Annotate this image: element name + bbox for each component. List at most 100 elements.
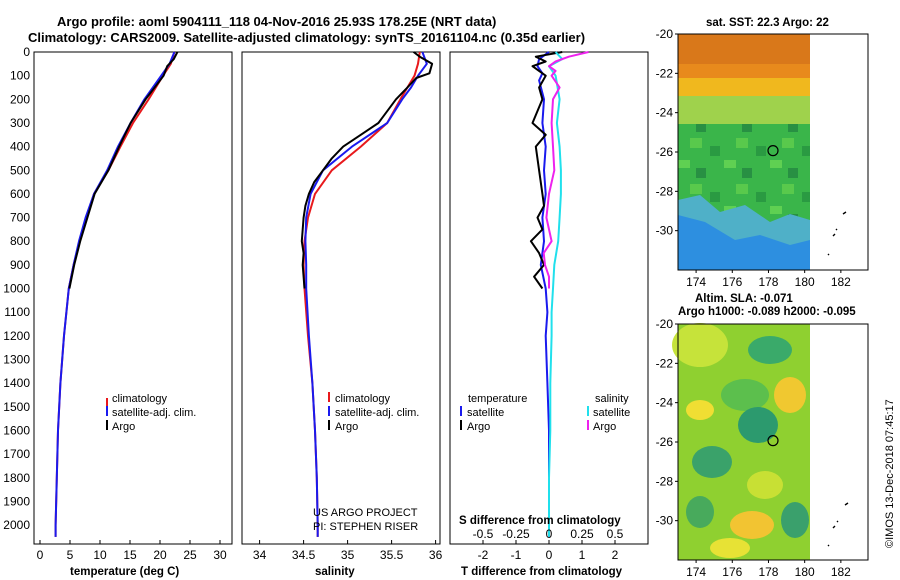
x-tick-label: 30 <box>213 548 227 562</box>
diff-t-argo <box>529 51 563 290</box>
lon-tick-label: 176 <box>722 275 742 289</box>
sla-blob <box>781 502 809 538</box>
sst-warm-band-top <box>678 34 810 64</box>
legend-climatology-label: climatology <box>112 393 168 405</box>
temperature-profiles <box>54 51 179 537</box>
legend-t-argo-label: Argo <box>467 421 490 433</box>
lat-tick-label: -28 <box>656 184 674 198</box>
profile-satellite-adj-clim- <box>304 51 428 537</box>
depth-tick-label: 200 <box>10 92 30 106</box>
legend-argo-label: Argo <box>335 421 358 433</box>
s-diff-tick-label: 0 <box>546 527 553 541</box>
sst-map: sat. SST: 22.3 Argo: 22 -20-22-24-26-28-… <box>656 17 869 289</box>
sst-lightgreen-band <box>678 96 810 128</box>
s-diff-tick-label: 0.5 <box>607 527 624 541</box>
x-tick-label: 25 <box>183 548 197 562</box>
x-tick-label: 0 <box>546 548 553 562</box>
salinity-profiles <box>300 51 434 537</box>
sla-blob <box>686 400 714 420</box>
s-difference-xlabel: S difference from climatology <box>459 515 621 527</box>
credit-pi: PI: STEPHEN RISER <box>313 521 418 533</box>
profile-argo <box>68 51 179 289</box>
x-tick-label: 35.5 <box>380 548 404 562</box>
depth-tick-label: 1500 <box>3 400 30 414</box>
depth-tick-label: 2000 <box>3 518 30 532</box>
x-tick-label: 34 <box>253 548 267 562</box>
sla-argo-position-marker <box>767 435 779 447</box>
imos-timestamp: ©IMOS 13-Dec-2018 07:45:17 <box>884 399 896 548</box>
x-tick-label: 2 <box>612 548 619 562</box>
x-tick-label: -2 <box>478 548 489 562</box>
legend-climatology-label: climatology <box>335 393 391 405</box>
salinity-panel: 34 34.5 35 35.5 36 salinity climatology sate… <box>241 51 443 578</box>
legend-t-satellite-label: satellite <box>467 407 504 419</box>
depth-tick-label: 1000 <box>3 282 30 296</box>
legend-argo-label: Argo <box>112 421 135 433</box>
legend-s-argo-label: Argo <box>593 421 616 433</box>
sla-map: Altim. SLA: -0.071 Argo h1000: -0.089 h2… <box>656 293 869 579</box>
diff-s-argo <box>542 51 589 289</box>
lon-tick-label: 174 <box>686 275 706 289</box>
sla-blob <box>721 379 769 411</box>
temperature-xlabel: temperature (deg C) <box>70 566 179 578</box>
lat-tick-label: -20 <box>656 27 674 41</box>
lat-tick-label: -26 <box>656 145 674 159</box>
lon-tick-label: 174 <box>686 565 706 579</box>
legend-temperature-title: temperature <box>468 393 527 405</box>
lon-tick-label: 178 <box>758 565 778 579</box>
sla-blob <box>748 336 792 364</box>
depth-tick-label: 600 <box>10 187 30 201</box>
legend-satellite-label: satellite-adj. clim. <box>335 407 419 419</box>
diff-t-satellite <box>536 51 550 537</box>
legend-difference: temperature salinity satellite Argo sate… <box>460 393 630 433</box>
sla-blob <box>774 377 806 413</box>
depth-tick-label: 1900 <box>3 494 30 508</box>
salinity-xlabel: salinity <box>315 566 355 578</box>
depth-tick-label: 0 <box>23 45 30 59</box>
sst-lat-ticks: -20 -22 -24 -26 -28 -30 <box>656 27 678 238</box>
depth-axis: 0 100 200 300 400 500 600 700 800 900 1000 1100 1200… <box>3 45 454 532</box>
depth-tick-label: 300 <box>10 116 30 130</box>
temperature-frame <box>33 51 233 545</box>
sst-blue-band <box>678 215 810 270</box>
depth-tick-label: 1300 <box>3 353 30 367</box>
depth-tick-label: 1700 <box>3 447 30 461</box>
lat-tick-label: -22 <box>656 356 674 370</box>
lat-tick-label: -24 <box>656 106 674 120</box>
sla-lon-ticks: 174 176 178 180 182 <box>686 560 851 579</box>
sst-island-marks <box>827 211 847 256</box>
sla-blob <box>710 538 750 558</box>
sla-island-marks <box>827 502 849 547</box>
x-tick-label: 15 <box>123 548 137 562</box>
lat-tick-label: -20 <box>656 317 674 331</box>
temperature-panel: 0 5 10 15 20 25 30 temperature (deg C) climato… <box>33 51 233 578</box>
depth-tick-label: 800 <box>10 234 30 248</box>
x-tick-label: 0 <box>37 548 44 562</box>
depth-tick-label: 1400 <box>3 376 30 390</box>
sst-land-mask <box>810 34 868 270</box>
depth-tick-label: 1600 <box>3 423 30 437</box>
salinity-x-ticks: 34 34.5 35 35.5 36 <box>253 540 443 562</box>
s-diff-tick-label: -0.25 <box>502 527 530 541</box>
x-tick-label: 34.5 <box>292 548 316 562</box>
depth-tick-label: 500 <box>10 163 30 177</box>
lon-tick-label: 180 <box>795 565 815 579</box>
x-tick-label: 35 <box>341 548 355 562</box>
figure-title-line1: Argo profile: aoml 5904111_118 04-Nov-20… <box>57 14 496 29</box>
lat-tick-label: -22 <box>656 66 674 80</box>
legend-main-temperature: climatology satellite-adj. clim. Argo <box>106 393 196 433</box>
diff-s-satellite <box>548 51 564 537</box>
sla-blob <box>686 496 714 528</box>
salinity-frame <box>241 51 441 545</box>
sla-blob <box>692 446 732 478</box>
difference-profiles <box>529 51 589 537</box>
sla-land-mask <box>810 324 868 560</box>
lat-tick-label: -28 <box>656 474 674 488</box>
depth-tick-label: 400 <box>10 140 30 154</box>
x-tick-label: -1 <box>511 548 522 562</box>
sst-map-title: sat. SST: 22.3 Argo: 22 <box>706 17 829 29</box>
depth-tick-label: 1200 <box>3 329 30 343</box>
temperature-x-ticks: 0 5 10 15 20 25 30 <box>37 540 227 562</box>
profile-argo <box>300 51 434 289</box>
lon-tick-label: 182 <box>831 565 851 579</box>
